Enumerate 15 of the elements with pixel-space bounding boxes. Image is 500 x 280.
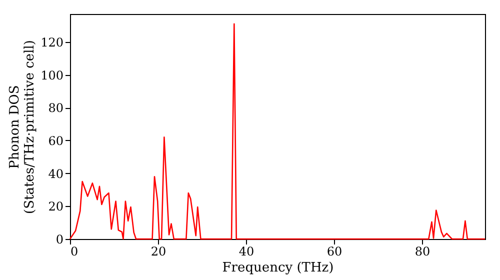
y-tick-label: 80 (48, 101, 64, 116)
x-tick-label: 80 (414, 244, 430, 258)
x-axis-title: Frequency (THz) (222, 260, 334, 276)
line-series (69, 23, 486, 240)
y-tick-label: 100 (40, 68, 64, 82)
y-tick-label: 0 (56, 232, 64, 246)
y-tick-label: 40 (48, 166, 64, 181)
x-tick-label: 20 (150, 244, 166, 258)
y-tick-label: 60 (48, 134, 64, 148)
x-tick-label: 60 (326, 244, 342, 258)
x-tick-label: 0 (70, 244, 78, 258)
y-tick-label: 20 (48, 200, 64, 214)
y-tick-label: 120 (40, 35, 64, 50)
x-tick-label: 40 (238, 244, 254, 258)
y-axis-title: Phonon DOS (States/THz·primitive cell) (8, 40, 38, 214)
